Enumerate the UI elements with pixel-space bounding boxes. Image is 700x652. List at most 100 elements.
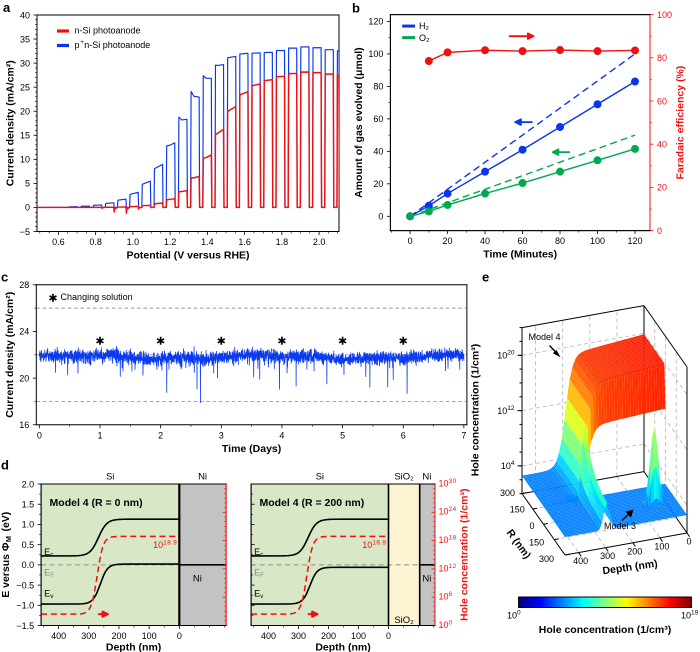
svg-text:24: 24: [19, 327, 29, 337]
svg-text:300: 300: [291, 631, 306, 641]
svg-text:e: e: [482, 269, 489, 284]
svg-text:300: 300: [600, 551, 615, 561]
svg-text:60: 60: [518, 236, 528, 246]
svg-text:−5: −5: [20, 227, 30, 237]
svg-text:2.0: 2.0: [22, 479, 35, 489]
svg-text:Depth (nm): Depth (nm): [106, 641, 161, 652]
svg-text:7: 7: [461, 430, 466, 440]
svg-text:20: 20: [20, 106, 30, 116]
svg-text:Ni: Ni: [422, 472, 431, 483]
svg-text:15: 15: [20, 131, 30, 141]
svg-text:30: 30: [20, 58, 30, 68]
svg-text:120: 120: [627, 236, 642, 246]
svg-text:150: 150: [529, 538, 544, 548]
svg-text:0: 0: [25, 203, 30, 213]
svg-text:1019: 1019: [681, 610, 699, 621]
svg-text:100: 100: [654, 541, 669, 551]
svg-text:E v: E v: [44, 584, 54, 601]
svg-text:Potential (V versus RHE): Potential (V versus RHE): [126, 249, 249, 261]
svg-text:40: 40: [480, 236, 490, 246]
svg-text:Current density (mA/cm²): Current density (mA/cm²): [4, 292, 16, 418]
svg-text:Si: Si: [106, 472, 114, 483]
svg-text:1 0 3: 1 0 3 0: [439, 470, 457, 490]
svg-text:a: a: [3, 0, 11, 15]
svg-text:−1.5: −1.5: [16, 621, 34, 631]
svg-text:5: 5: [340, 430, 345, 440]
svg-text:1.6: 1.6: [238, 237, 251, 247]
svg-text:SiO₂: SiO₂: [394, 615, 414, 626]
svg-text:400: 400: [261, 631, 276, 641]
svg-text:0.6: 0.6: [52, 237, 65, 247]
svg-text:40: 40: [373, 147, 383, 157]
svg-text:100: 100: [142, 631, 157, 641]
svg-text:100: 100: [368, 49, 383, 59]
svg-text:n-Si photoanode: n-Si photoanode: [84, 40, 150, 50]
svg-text:80: 80: [657, 53, 667, 63]
svg-text:40: 40: [20, 10, 30, 20]
svg-text:300: 300: [500, 488, 515, 498]
svg-text:1012: 1012: [497, 405, 515, 416]
svg-text:p: p: [75, 40, 80, 50]
svg-text:20: 20: [373, 179, 383, 189]
svg-text:Amount of gas evolved (μmol): Amount of gas evolved (μmol): [353, 47, 365, 198]
svg-text:5: 5: [25, 179, 30, 189]
svg-text:150: 150: [510, 505, 525, 515]
svg-text:Hole concentration (1/cm³): Hole concentration (1/cm³): [458, 489, 470, 621]
svg-text:1.0: 1.0: [22, 520, 35, 530]
svg-text:Model 3: Model 3: [604, 521, 636, 531]
svg-text:16: 16: [19, 420, 29, 430]
svg-text:E c: E c: [44, 542, 54, 559]
svg-text:Model 4 (R = 0 nm): Model 4 (R = 0 nm): [50, 497, 143, 509]
svg-text:20: 20: [443, 236, 453, 246]
svg-text:20: 20: [657, 183, 667, 193]
svg-text:60: 60: [373, 114, 383, 124]
svg-text:1 0 1 8: 1 0 1 8 . 9: [153, 532, 177, 552]
svg-text:28: 28: [19, 280, 29, 290]
svg-text:Model 4 (R = 200 nm): Model 4 (R = 200 nm): [260, 497, 365, 509]
svg-text:1 0 1 8: 1 0 1 8 . 9: [362, 532, 386, 552]
svg-text:2.0: 2.0: [313, 237, 326, 247]
svg-text:400: 400: [51, 631, 66, 641]
svg-text:Ni: Ni: [422, 573, 431, 584]
svg-text:1.4: 1.4: [201, 237, 214, 247]
svg-text:1 0 6: 1 0 6: [439, 587, 453, 604]
svg-text:0: 0: [386, 631, 391, 641]
svg-text:−1.0: −1.0: [16, 601, 34, 611]
svg-text:Faradaic efficiency (%): Faradaic efficiency (%): [675, 66, 687, 180]
svg-text:0: 0: [529, 521, 534, 531]
svg-text:E v: E v: [254, 584, 264, 601]
svg-text:4: 4: [279, 430, 284, 440]
svg-text:25: 25: [20, 82, 30, 92]
svg-text:0: 0: [378, 212, 383, 222]
svg-text:40: 40: [657, 139, 667, 149]
svg-text:Si: Si: [316, 472, 324, 483]
svg-text:1.5: 1.5: [22, 499, 35, 509]
svg-text:10: 10: [20, 155, 30, 165]
svg-text:H₂: H₂: [419, 21, 429, 31]
svg-text:Ni: Ni: [198, 472, 207, 483]
svg-text:c: c: [1, 269, 8, 284]
svg-text:Time (Minutes): Time (Minutes): [483, 249, 557, 261]
svg-text:n-Si photoanode: n-Si photoanode: [75, 25, 141, 35]
svg-text:400: 400: [573, 556, 588, 566]
svg-text:1.0: 1.0: [127, 237, 140, 247]
svg-text:0: 0: [177, 631, 182, 641]
svg-text:200: 200: [627, 546, 642, 556]
svg-text:1 0 1: 1 0 1 2: [439, 555, 457, 575]
svg-text:1.8: 1.8: [276, 237, 289, 247]
svg-text:3: 3: [219, 430, 224, 440]
svg-text:Hole concentration (1/cm³): Hole concentration (1/cm³): [470, 344, 482, 476]
svg-text:2: 2: [158, 430, 163, 440]
svg-text:0.5: 0.5: [22, 540, 35, 550]
svg-text:Time (Days): Time (Days): [222, 443, 281, 455]
svg-text:+: +: [80, 39, 84, 46]
svg-text:1 0 2: 1 0 2 4: [439, 498, 457, 518]
svg-text:1 0 0: 1 0 0: [439, 615, 453, 632]
svg-text:104: 104: [501, 460, 515, 471]
svg-text:0: 0: [657, 226, 662, 236]
svg-text:100: 100: [507, 610, 521, 621]
svg-text:0: 0: [686, 537, 691, 547]
svg-text:0: 0: [408, 236, 413, 246]
svg-text:b: b: [352, 0, 360, 15]
svg-text:35: 35: [20, 34, 30, 44]
